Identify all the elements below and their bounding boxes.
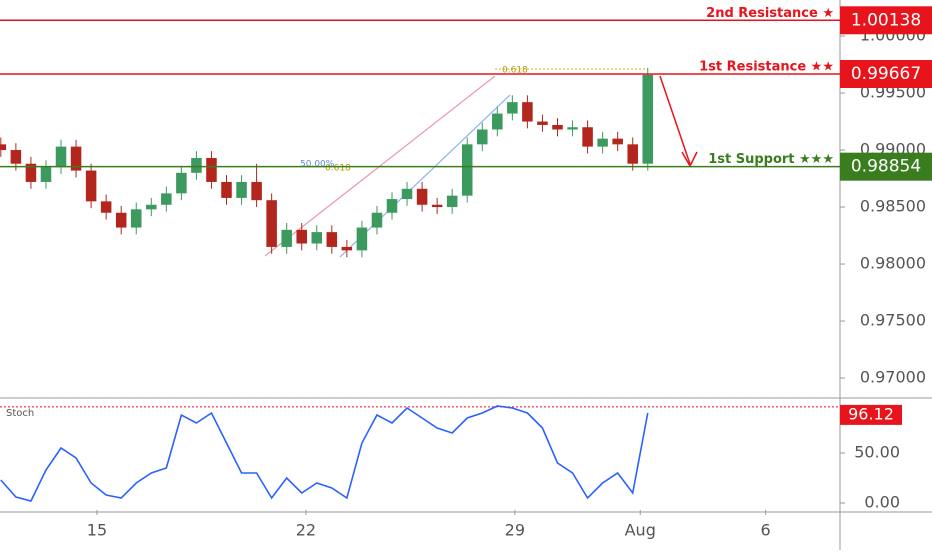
- candle-body: [311, 232, 323, 244]
- x-tick-label: 22: [296, 521, 316, 540]
- candle-body: [296, 229, 307, 244]
- candle-body: [221, 181, 232, 198]
- candle-body: [326, 232, 338, 247]
- fib-line: [339, 94, 511, 258]
- candle-body: [100, 201, 112, 213]
- x-tick-label: 6: [761, 521, 771, 540]
- level-label: 0.98854: [851, 157, 921, 177]
- y-tick-label: 0.97500: [860, 311, 926, 330]
- x-tick-label: 29: [505, 521, 525, 540]
- level-box: [840, 6, 932, 35]
- candle-body: [537, 121, 548, 125]
- level-label: 1.00138: [851, 10, 921, 30]
- candle-body: [522, 102, 533, 122]
- annotation: 0.618: [325, 164, 351, 174]
- candle-body: [612, 138, 623, 145]
- stoch-line: [0, 405, 649, 502]
- level-box: [840, 152, 932, 181]
- candle-body: [492, 113, 503, 130]
- candle-body: [446, 195, 458, 208]
- y-tick-label: 0.98000: [860, 254, 926, 273]
- candle-body: [191, 158, 202, 173]
- candle-body: [461, 144, 473, 196]
- projection-arrow: [659, 75, 691, 165]
- candle-body: [582, 127, 593, 147]
- annotation: 50.00%: [300, 160, 335, 170]
- y-tick-label: 0.00: [864, 493, 900, 512]
- candle-body: [281, 229, 292, 247]
- candle-body: [251, 181, 262, 201]
- stoch-title: Stoch: [6, 408, 34, 419]
- annotation: 0.618: [502, 66, 528, 76]
- candle-body: [176, 172, 187, 194]
- candle-body: [266, 200, 277, 247]
- candle-body: [25, 163, 37, 182]
- candle-body: [552, 124, 563, 130]
- candle-body: [401, 188, 413, 200]
- candle-body: [146, 204, 157, 210]
- stoch-level-label: 96.12: [848, 404, 894, 423]
- candle-body: [371, 212, 383, 228]
- y-tick-label: 0.97000: [860, 368, 926, 387]
- level-label: 0.99667: [851, 64, 921, 84]
- candle-body: [130, 209, 142, 228]
- candle-body: [161, 193, 172, 205]
- candle-body: [0, 144, 7, 151]
- candle-body: [341, 246, 353, 251]
- candle-body: [507, 102, 518, 114]
- candle-body: [356, 227, 368, 251]
- candle-body: [477, 129, 488, 145]
- candle-body: [115, 212, 127, 228]
- candle-body: [386, 199, 398, 213]
- candle-body: [567, 127, 578, 130]
- candle-body: [55, 146, 67, 168]
- candle-body: [70, 146, 82, 171]
- candle-body: [236, 181, 247, 198]
- level-name: 1st Support ★★★: [708, 152, 834, 167]
- candle-body: [416, 188, 428, 205]
- x-tick-label: 15: [87, 521, 107, 540]
- candle-body: [40, 167, 52, 182]
- level-name: 2nd Resistance ★: [706, 6, 834, 21]
- candle-body: [431, 204, 443, 208]
- candle-body: [627, 144, 638, 164]
- stoch-level-box: [840, 404, 902, 425]
- candle-body: [10, 150, 22, 164]
- candle-body: [597, 138, 608, 147]
- level-box: [840, 59, 932, 88]
- candle-body: [206, 158, 217, 182]
- candle-body: [642, 74, 654, 164]
- y-tick-label: 0.98500: [860, 197, 926, 216]
- y-tick-label: 50.00: [854, 443, 900, 462]
- level-name: 1st Resistance ★★: [699, 59, 834, 74]
- candle-body: [85, 170, 97, 202]
- x-tick-label: Aug: [625, 521, 656, 540]
